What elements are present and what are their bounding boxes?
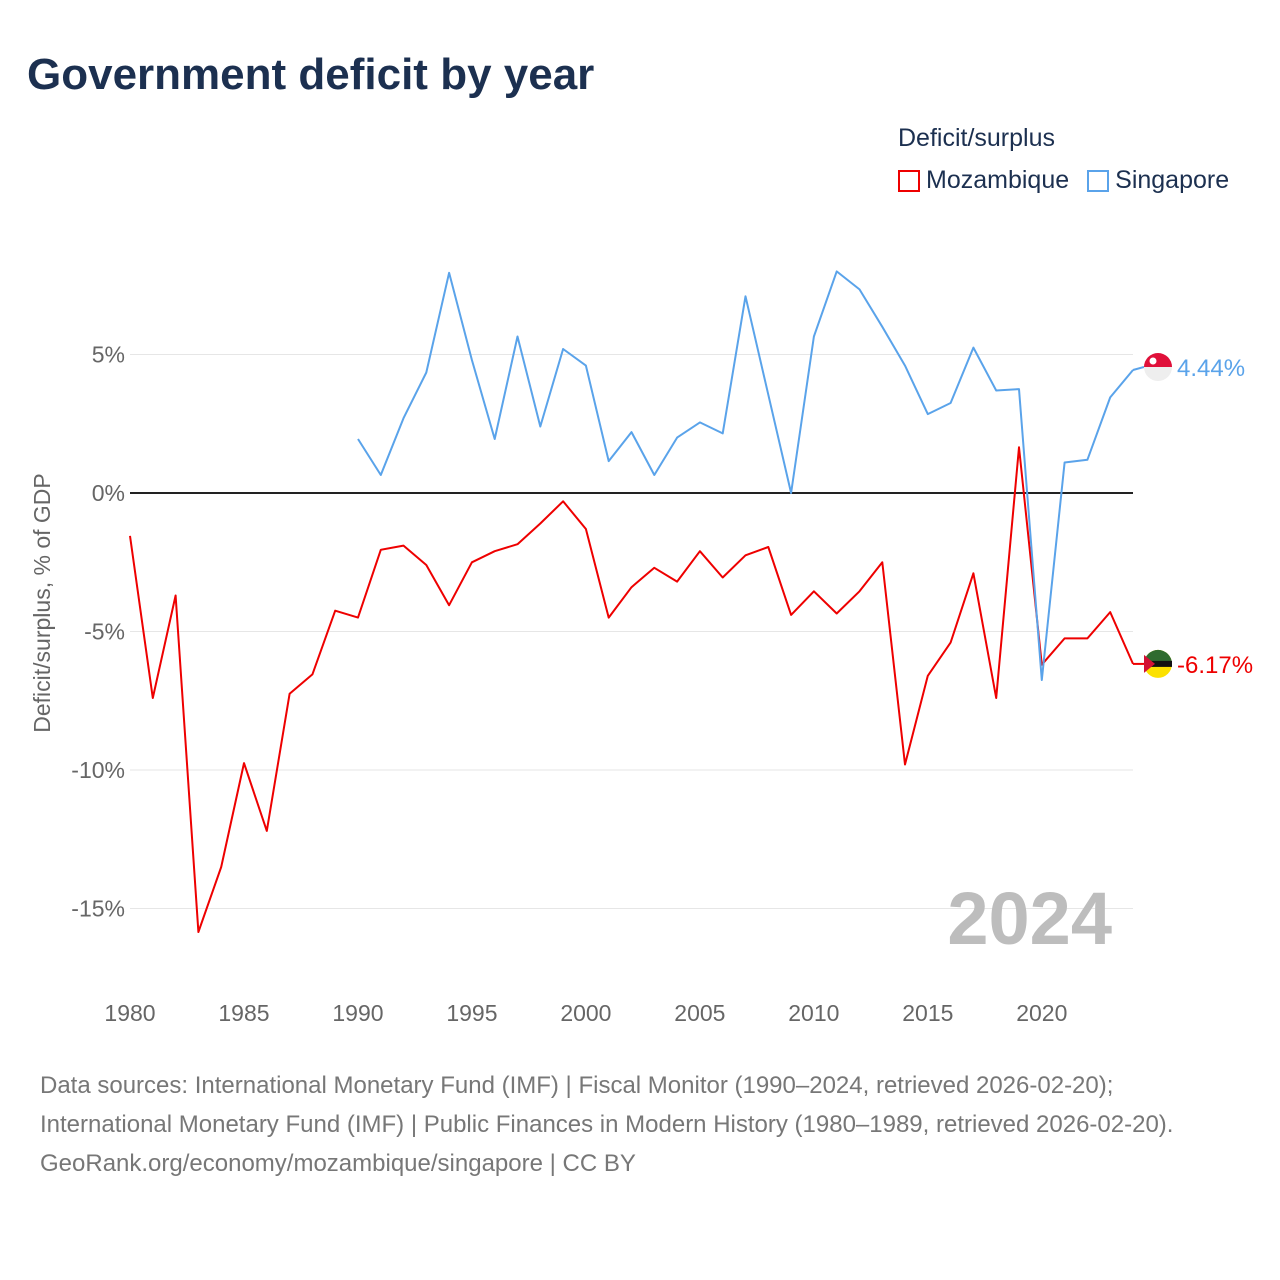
legend-label: Singapore: [1115, 166, 1230, 194]
singapore-flag-moon: [1149, 357, 1157, 365]
legend-item-singapore[interactable]: Singapore: [1087, 166, 1229, 195]
chart-title: Government deficit by year: [27, 50, 595, 99]
legend-swatch-mozambique: [898, 169, 920, 192]
legend-swatch-singapore: [1087, 169, 1110, 192]
y-tick-label: -15%: [71, 896, 125, 922]
x-tick-label: 1985: [218, 1000, 269, 1026]
legend: Mozambique Singapore: [898, 166, 1229, 195]
y-tick-label: 5%: [92, 342, 125, 368]
y-tick-label: -5%: [84, 619, 125, 645]
x-tick-label: 2015: [902, 1000, 953, 1026]
x-tick-label: 2010: [788, 1000, 839, 1026]
x-tick-label: 1990: [332, 1000, 383, 1026]
x-tick-label: 2020: [1016, 1000, 1067, 1026]
legend-label: Mozambique: [926, 166, 1070, 194]
year-watermark: 2024: [947, 877, 1112, 960]
legend-title: Deficit/surplus: [898, 124, 1055, 152]
y-tick-label: 0%: [92, 480, 125, 506]
singapore-flag-red: [1144, 353, 1172, 368]
chart-plot: 5% 0% -5% -10% -15% 1980 1985 1990 1995 2000 2005 2…: [29, 270, 1253, 1026]
y-axis-label: Deficit/surplus, % of GDP: [29, 473, 55, 732]
end-value-label: 4.44%: [1177, 355, 1245, 382]
mozambique-flag-green: [1144, 649, 1172, 664]
series-line-mozambique: [129, 446, 1134, 933]
x-tick-label: 2005: [674, 1000, 725, 1026]
x-tick-label: 2000: [560, 1000, 611, 1026]
x-tick-label: 1995: [446, 1000, 497, 1026]
mozambique-flag-triangle: [1144, 654, 1155, 673]
legend-item-mozambique[interactable]: Mozambique: [898, 166, 1069, 195]
data-sources: Data sources: International Monetary Fun…: [40, 1072, 1174, 1138]
footer: Data sources: International Monetary Fun…: [40, 1066, 1240, 1183]
mozambique-flag-black: [1144, 660, 1172, 667]
end-connector: [1132, 366, 1145, 371]
end-value-label: -6.17%: [1177, 652, 1253, 679]
y-tick-label: -10%: [71, 757, 125, 783]
x-tick-label: 1980: [104, 1000, 155, 1026]
series-line-singapore: [357, 270, 1134, 681]
credit-link[interactable]: GeoRank.org/economy/mozambique/singapore…: [40, 1150, 636, 1177]
